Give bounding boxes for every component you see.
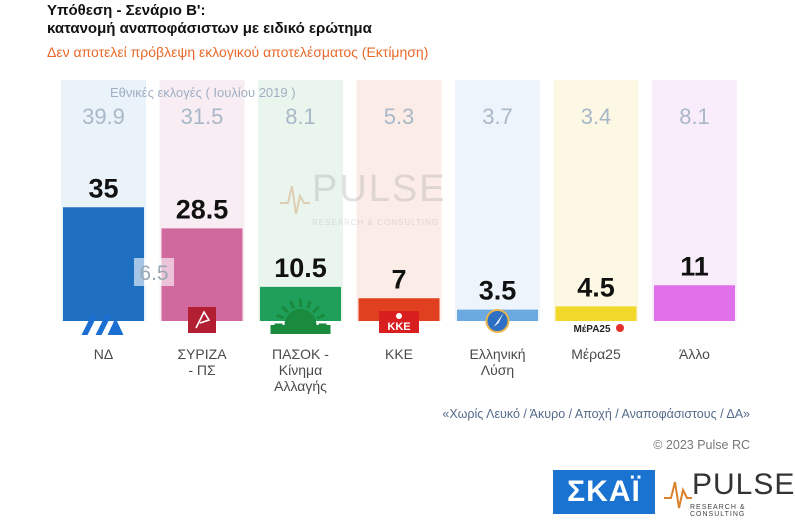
category-label-line: ΣΥΡΙΖΑ: [177, 346, 227, 362]
election-column-bg: [356, 80, 442, 321]
bar: [654, 285, 735, 321]
annotation-label: 6.5: [139, 262, 168, 285]
bar-value-label: 7: [391, 264, 406, 294]
election-column-bg: [258, 80, 343, 321]
election-column-bg: [652, 80, 737, 321]
election-value-label: 3.7: [482, 104, 513, 129]
elliniki-lysi-logo: [485, 309, 510, 333]
kke-logo-text: ΚΚΕ: [387, 321, 410, 333]
election-value-label: 39.9: [82, 104, 125, 129]
pasok-sun-ray: [289, 300, 295, 309]
category-label-line: Ελληνική: [469, 346, 525, 362]
annotation-box: [134, 258, 174, 286]
bar-value-label: 4.5: [577, 272, 615, 302]
category-label: ΠΑΣΟΚ -Κίνημα Αλλαγής: [272, 346, 329, 394]
category-label-line: Αλλαγής: [274, 378, 327, 394]
election-value-label: 8.1: [285, 104, 316, 129]
category-label-line: ΠΑΣΟΚ -: [272, 346, 329, 362]
category-label: ΣΥΡΙΖΑ - ΠΣ: [177, 346, 227, 378]
category-label: ΝΔ: [94, 346, 113, 362]
category-label-line: - ΠΣ: [188, 362, 216, 378]
bar-value-label: 3.5: [479, 276, 517, 306]
election-value-label: 31.5: [181, 104, 224, 129]
election-value-label: 5.3: [384, 104, 415, 129]
bar: [63, 207, 144, 321]
nd-logo: [81, 315, 98, 335]
pasok-sun-icon: [284, 309, 317, 325]
copyright: © 2023 Pulse RC: [653, 438, 750, 452]
election-column-bg: [455, 80, 540, 321]
watermark-word: PULSE: [312, 168, 447, 210]
bar: [358, 298, 440, 321]
mera25-logo-mark: [616, 324, 624, 332]
category-label-line: ΝΔ: [94, 346, 113, 362]
election-value-label: 3.4: [581, 104, 612, 129]
title-line-1: Υπόθεση - Σενάριο Β':: [47, 2, 206, 19]
election-value-label: 8.1: [679, 104, 710, 129]
category-label: Μέρα25: [571, 346, 621, 362]
election-label: Εθνικές εκλογές ( Ιουλίου 2019 ): [110, 85, 296, 100]
category-label-line: Άλλο: [679, 346, 710, 362]
category-label-line: Λύση: [481, 362, 514, 378]
category-label-line: Κίνημα: [279, 362, 322, 378]
pasok-logo: [270, 325, 331, 334]
pasok-sun-ray: [316, 313, 326, 320]
compass-needle-icon: [493, 313, 504, 327]
title-line-2: κατανομή αναποφάσιστων με ειδικό ερώτημα: [47, 20, 372, 37]
category-label-line: Μέρα25: [571, 346, 621, 362]
mera25-logo: ΜέΡΑ25: [573, 324, 611, 335]
nd-logo-part: [95, 315, 112, 335]
chart-subtitle: Δεν αποτελεί πρόβλεψη εκλογικού αποτελέσ…: [47, 44, 429, 60]
bar: [555, 306, 637, 321]
nd-logo-part: [107, 318, 124, 335]
pulse-logo-word: PULSE: [692, 468, 795, 501]
pasok-sun-ray: [281, 305, 289, 314]
bar-value-label: 10.5: [274, 253, 327, 283]
skai-logo: ΣΚΑΪ: [553, 470, 655, 514]
kke-logo-mark: [396, 313, 402, 319]
pulse-watermark: PULSE RESEARCH & CONSULTING: [280, 168, 460, 232]
syriza-logo-mark: [195, 310, 211, 329]
chart-title: Υπόθεση - Σενάριο Β': κατανομή αναποφάσι…: [47, 2, 372, 38]
category-label: Ελληνική Λύση: [469, 346, 525, 378]
pasok-sun-ray: [306, 300, 312, 309]
pasok-sun-ray: [275, 313, 285, 320]
syriza-logo: [188, 307, 216, 333]
category-label: ΚΚΕ: [385, 346, 413, 362]
category-label: Άλλο: [679, 346, 710, 362]
bar-value-label: 35: [88, 173, 118, 203]
kke-logo: [379, 311, 419, 333]
pulse-logo-tag: RESEARCH & CONSULTING: [690, 504, 746, 518]
bar: [161, 228, 243, 321]
watermark-tag: RESEARCH & CONSULTING: [312, 218, 440, 227]
pulse-logo: PULSE RESEARCH & CONSULTING: [664, 468, 794, 518]
bar-value-label: 11: [680, 251, 709, 281]
pasok-sun-ray: [312, 305, 320, 314]
category-label-line: ΚΚΕ: [385, 346, 413, 362]
election-column-bg: [553, 80, 639, 321]
footnote: «Χωρίς Λευκό / Άκυρο / Αποχή / Αναποφάσι…: [442, 407, 750, 421]
bar-value-label: 28.5: [176, 194, 229, 224]
